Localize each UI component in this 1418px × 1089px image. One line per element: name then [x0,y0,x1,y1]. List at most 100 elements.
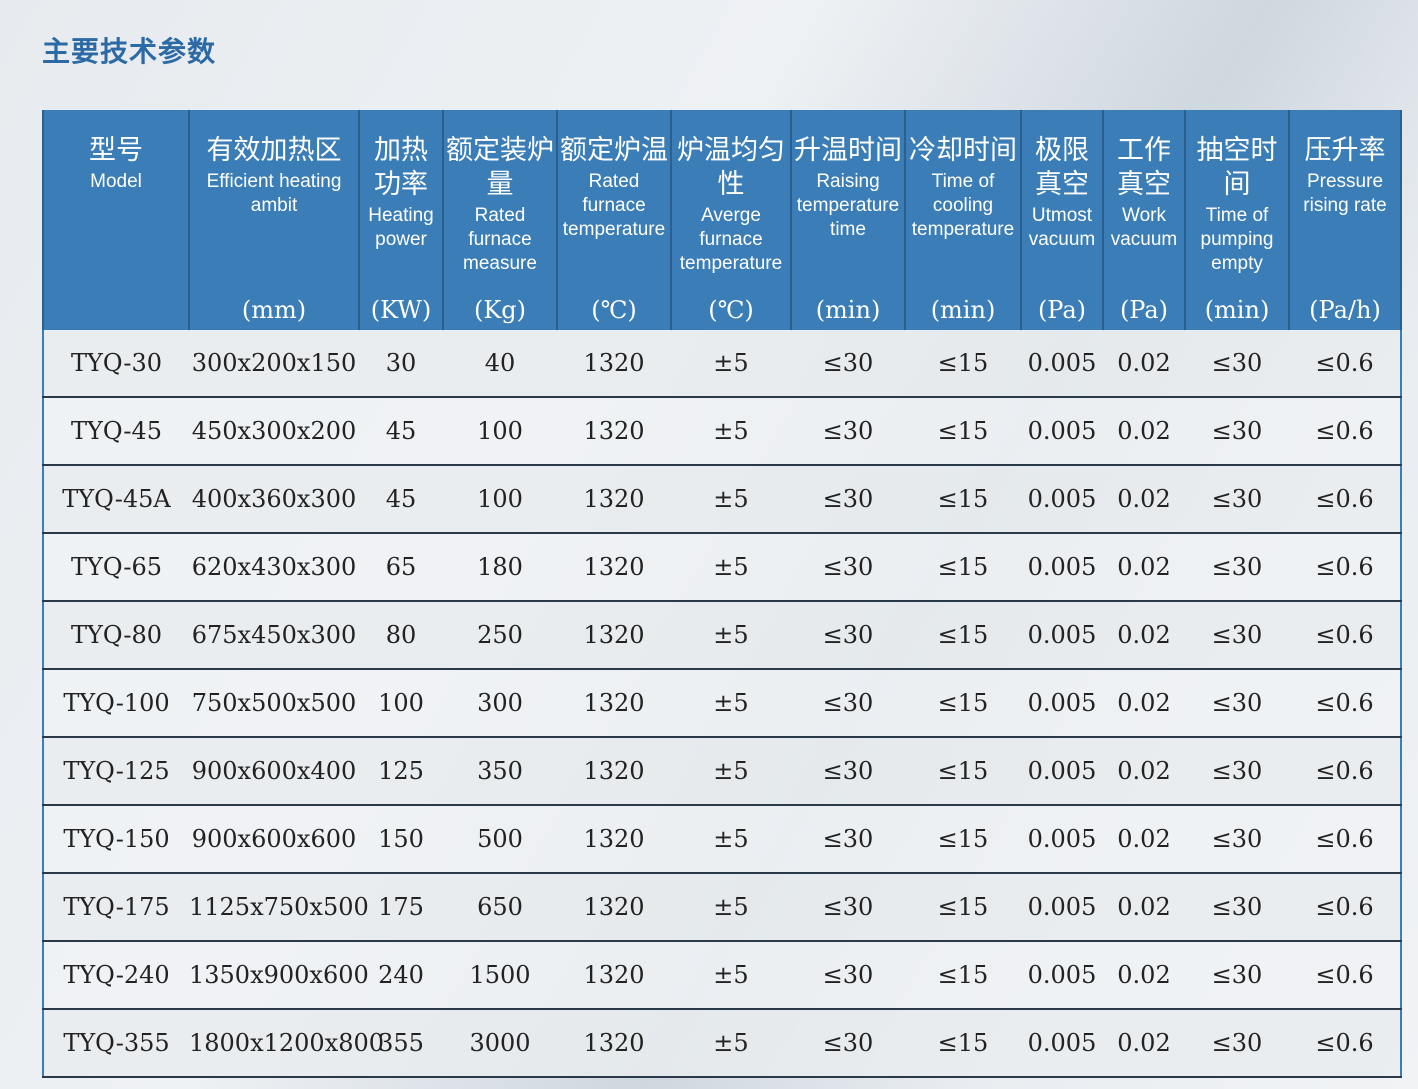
table-cell: ≤0.6 [1289,465,1402,534]
model-cell: TYQ-45A [42,465,189,534]
table-cell: ≤15 [905,397,1021,466]
column-header-en: Heating power [368,205,434,250]
table-cell: 0.005 [1021,737,1103,806]
model-cell: TYQ-65 [42,533,189,602]
table-cell: ≤30 [1185,1009,1289,1078]
table-cell: ≤0.6 [1289,1009,1402,1078]
table-cell: 0.005 [1021,1009,1103,1078]
table-cell: ≤30 [791,669,905,738]
table-cell: ≤15 [905,805,1021,874]
table-row: TYQ-100 750x500x500 100 300 1320 ±5 ≤30 ≤15 0.00… [42,669,1402,738]
table-cell: 1320 [557,737,671,806]
table-cell: 80 [359,601,443,670]
column-header: 加热功率 Heating power (KW) [358,110,444,330]
column-header-unit: (min) [1204,296,1270,324]
table-cell: 1125x750x500 [189,873,369,942]
table-cell: ±5 [671,533,791,602]
column-header-en: Raising temperature time [796,171,900,240]
table-cell: 1350x900x600 [189,941,369,1010]
spec-table: 型号 Model 有效加热区 Efficient heating ambit (mm) 加… [42,110,1402,1078]
table-cell: ≤30 [1185,465,1289,534]
table-cell: 1500 [443,941,557,1010]
table-row: TYQ-240 1350x900x600 240 1500 1320 ±5 ≤30 ≤15 0.… [42,941,1402,1010]
column-header-unit: (Pa/h) [1309,296,1381,324]
table-cell: 0.02 [1103,1009,1185,1078]
column-header: 炉温均匀性 Averge furnace temperature (℃) [670,110,792,330]
table-row: TYQ-175 1125x750x500 175 650 1320 ±5 ≤30 ≤15 0.0… [42,873,1402,942]
column-header: 工作真空 Work vacuum (Pa) [1102,110,1186,330]
header-row: 型号 Model 有效加热区 Efficient heating ambit (mm) 加… [42,110,1402,330]
table-cell: 0.02 [1103,805,1185,874]
column-header-cn: 工作真空 [1117,135,1171,200]
table-cell: 45 [359,397,443,466]
table-cell: 300x200x150 [189,330,359,398]
table-cell: 900x600x600 [189,805,359,874]
table-cell: 0.005 [1021,397,1103,466]
table-cell: ±5 [671,1009,791,1078]
table-cell: 0.02 [1103,397,1185,466]
column-header-en: Time of pumping empty [1200,205,1274,274]
table-cell: ≤0.6 [1289,873,1402,942]
table-cell: ≤30 [1185,873,1289,942]
table-cell: ≤0.6 [1289,601,1402,670]
table-cell: 175 [359,873,443,942]
table-cell: ≤30 [791,601,905,670]
column-header-cn: 型号 [89,135,143,166]
table-cell: ≤30 [791,533,905,602]
table-cell: ≤15 [905,465,1021,534]
table-cell: 125 [359,737,443,806]
table-cell: 350 [443,737,557,806]
column-header-unit: (mm) [241,296,307,324]
model-cell: TYQ-175 [42,873,189,942]
table-cell: 0.005 [1021,465,1103,534]
model-cell: TYQ-100 [42,669,189,738]
model-cell: TYQ-240 [42,941,189,1010]
table-cell: ≤30 [1185,737,1289,806]
table-body: TYQ-30 300x200x150 30 40 1320 ±5 ≤30 ≤15 0.005 0.… [42,330,1402,1078]
column-header: 极限真空 Utmost vacuum (Pa) [1020,110,1104,330]
table-cell: 900x600x400 [189,737,359,806]
table-cell: ≤15 [905,737,1021,806]
table-cell: 1320 [557,873,671,942]
column-header-cn: 有效加热区 [206,135,342,166]
model-cell: TYQ-355 [42,1009,189,1078]
table-row: TYQ-30 300x200x150 30 40 1320 ±5 ≤30 ≤15 0.005 0.… [42,330,1402,398]
table-cell: ≤30 [1185,601,1289,670]
table-cell: ≤30 [791,873,905,942]
table-cell: ≤0.6 [1289,805,1402,874]
model-cell: TYQ-125 [42,737,189,806]
table-cell: 45 [359,465,443,534]
column-header-cn: 加热功率 [374,135,428,200]
table-cell: 0.005 [1021,330,1103,398]
table-cell: ≤30 [1185,397,1289,466]
table-cell: 1320 [557,805,671,874]
table-cell: ≤15 [905,330,1021,398]
table-cell: 100 [359,669,443,738]
table-cell: 0.005 [1021,601,1103,670]
table-cell: 0.005 [1021,669,1103,738]
table-cell: 400x360x300 [189,465,359,534]
column-header-cn: 额定炉温 [560,135,668,166]
table-row: TYQ-45A 400x360x300 45 100 1320 ±5 ≤30 ≤15 0.005… [42,465,1402,534]
table-cell: 675x450x300 [189,601,359,670]
model-cell: TYQ-150 [42,805,189,874]
table-cell: 0.005 [1021,805,1103,874]
table-cell: ≤0.6 [1289,533,1402,602]
table-cell: 1320 [557,1009,671,1078]
table-cell: 1320 [557,601,671,670]
table-cell: ≤15 [905,601,1021,670]
column-header-unit: (min) [815,296,881,324]
table-row: TYQ-150 900x600x600 150 500 1320 ±5 ≤30 ≤15 0.00… [42,805,1402,874]
table-cell: 40 [443,330,557,398]
column-header-unit: (KW) [370,296,432,324]
table-cell: 0.005 [1021,941,1103,1010]
table-row: TYQ-80 675x450x300 80 250 1320 ±5 ≤30 ≤15 0.005 0… [42,601,1402,670]
table-cell: 240 [359,941,443,1010]
table-cell: 1320 [557,330,671,398]
column-header-unit: (Kg) [473,296,527,324]
column-header: 冷却时间 Time of cooling temperature (min) [904,110,1022,330]
table-cell: 250 [443,601,557,670]
column-header-cn: 炉温均匀性 [677,135,785,200]
table-cell: ±5 [671,805,791,874]
table-cell: 650 [443,873,557,942]
